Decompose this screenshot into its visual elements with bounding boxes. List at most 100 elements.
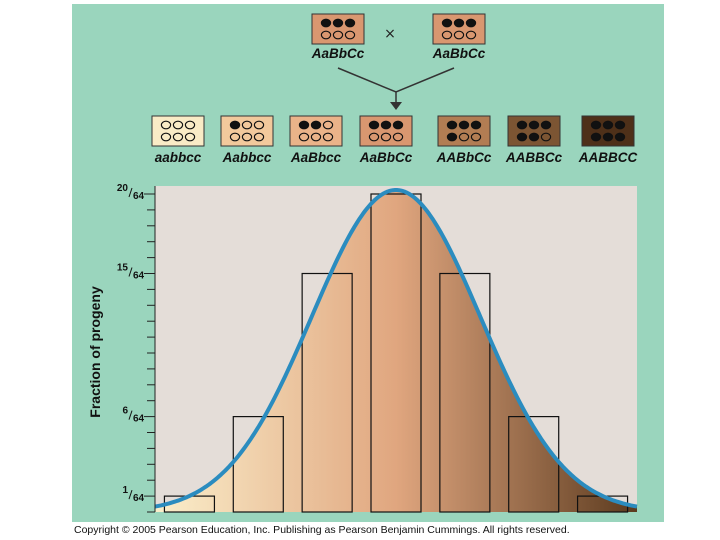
dominant-allele-dot	[380, 120, 392, 130]
offspring-genotype-box	[289, 115, 343, 147]
recessive-allele-dot	[458, 132, 470, 142]
offspring-genotype-label: Aabbcc	[222, 150, 272, 165]
parent-genotype-label: AaBbCc	[311, 46, 365, 61]
recessive-allele-dot	[465, 30, 477, 40]
dominant-allele-dot	[392, 120, 404, 130]
tick-numerator: 6	[122, 406, 128, 417]
recessive-allele-dot	[441, 30, 453, 40]
y-tick-labels: 1 64 6 64 15 64 20 64	[117, 183, 145, 504]
dominant-allele-dot	[540, 120, 552, 130]
tick-numerator: 1	[122, 485, 128, 496]
dominant-allele-dot	[229, 120, 241, 130]
dominant-allele-dot	[446, 120, 458, 130]
recessive-allele-dot	[184, 132, 196, 142]
recessive-allele-dot	[298, 132, 310, 142]
dominant-allele-dot	[310, 120, 322, 130]
genotype-swatch	[289, 115, 343, 147]
dominant-allele-dot	[614, 120, 626, 130]
parent-genotype-label: AaBbCc	[432, 46, 486, 61]
dominant-allele-dot	[441, 18, 453, 28]
dominant-allele-dot	[332, 18, 344, 28]
genotype-swatch	[507, 115, 561, 147]
recessive-allele-dot	[229, 132, 241, 142]
curve-fill	[155, 190, 637, 512]
tick-numerator: 20	[117, 183, 129, 194]
dominant-allele-dot	[614, 132, 626, 142]
offspring-genotype-box	[359, 115, 413, 147]
offspring-genotype-box	[151, 115, 205, 147]
tick-denominator: 64	[133, 191, 145, 202]
y-axis-label: Fraction of progeny	[87, 286, 103, 418]
bar-AABbCc	[439, 272, 491, 513]
tick-label-1-64: 1 64	[122, 485, 144, 504]
recessive-allele-dot	[253, 132, 265, 142]
dominant-allele-dot	[368, 120, 380, 130]
fraction-slash	[128, 410, 133, 420]
dominant-allele-dot	[528, 132, 540, 142]
dominant-allele-dot	[465, 18, 477, 28]
genotype-swatch	[359, 115, 413, 147]
recessive-allele-dot	[310, 132, 322, 142]
recessive-allele-dot	[241, 120, 253, 130]
recessive-allele-dot	[470, 132, 482, 142]
tick-denominator: 64	[133, 493, 145, 504]
dominant-allele-dot	[470, 120, 482, 130]
offspring-genotype-box	[581, 115, 635, 147]
recessive-allele-dot	[322, 132, 334, 142]
dominant-allele-dot	[602, 120, 614, 130]
recessive-allele-dot	[453, 30, 465, 40]
offspring-genotype-label: AaBbCc	[359, 150, 413, 165]
genotype-swatch	[581, 115, 635, 147]
offspring-layer: aabbcc Aabbcc AaBbcc AaBbCc AABbCc AABBCc AABB…	[151, 115, 638, 165]
normal-curve	[154, 188, 638, 509]
cross-symbol: ×	[384, 26, 396, 42]
recessive-allele-dot	[344, 30, 356, 40]
dominant-allele-dot	[528, 120, 540, 130]
offspring-genotype-label: AaBbcc	[290, 150, 342, 165]
genotype-swatch	[311, 13, 365, 45]
copyright-notice: Copyright © 2005 Pearson Education, Inc.…	[74, 524, 570, 536]
dominant-allele-dot	[453, 18, 465, 28]
offspring-genotype-label: AABBCc	[505, 150, 563, 165]
recessive-allele-dot	[392, 132, 404, 142]
offspring-genotype-label: AABbCc	[436, 150, 492, 165]
dominant-allele-dot	[590, 132, 602, 142]
genetics-chart: × AaBbCc AaBbCc aabbcc Aabbcc AaBbcc AaBbCc A…	[87, 13, 638, 513]
recessive-allele-dot	[368, 132, 380, 142]
recessive-allele-dot	[172, 132, 184, 142]
recessive-allele-dot	[184, 120, 196, 130]
dominant-allele-dot	[446, 132, 458, 142]
offspring-genotype-label: aabbcc	[155, 150, 202, 165]
figure-panel: × AaBbCc AaBbCc aabbcc Aabbcc AaBbcc AaBbCc A…	[72, 4, 664, 522]
recessive-allele-dot	[253, 120, 265, 130]
genotype-swatch	[220, 115, 274, 147]
cross-arrow	[337, 67, 455, 110]
recessive-allele-dot	[320, 30, 332, 40]
bar-AaBbCc	[370, 193, 422, 513]
tick-denominator: 64	[133, 414, 145, 425]
genotype-swatch	[437, 115, 491, 147]
recessive-allele-dot	[380, 132, 392, 142]
fraction-slash	[128, 489, 133, 500]
genotype-swatch	[151, 115, 205, 147]
recessive-allele-dot	[160, 120, 172, 130]
tick-denominator: 64	[133, 271, 145, 282]
recessive-allele-dot	[160, 132, 172, 142]
recessive-allele-dot	[332, 30, 344, 40]
dominant-allele-dot	[458, 120, 470, 130]
tick-numerator: 15	[117, 263, 129, 274]
offspring-genotype-label: AABBCC	[578, 150, 638, 165]
dominant-allele-dot	[344, 18, 356, 28]
offspring-genotype-box	[437, 115, 491, 147]
offspring-genotype-box	[507, 115, 561, 147]
fraction-slash	[128, 187, 133, 198]
tick-label-6-64: 6 64	[122, 406, 144, 425]
dominant-allele-dot	[516, 120, 528, 130]
parent-genotype-box	[311, 13, 365, 45]
dominant-allele-dot	[298, 120, 310, 130]
recessive-allele-dot	[241, 132, 253, 142]
dominant-allele-dot	[590, 120, 602, 130]
bar-AaBbcc	[301, 272, 353, 513]
offspring-genotype-box	[220, 115, 274, 147]
recessive-allele-dot	[540, 132, 552, 142]
